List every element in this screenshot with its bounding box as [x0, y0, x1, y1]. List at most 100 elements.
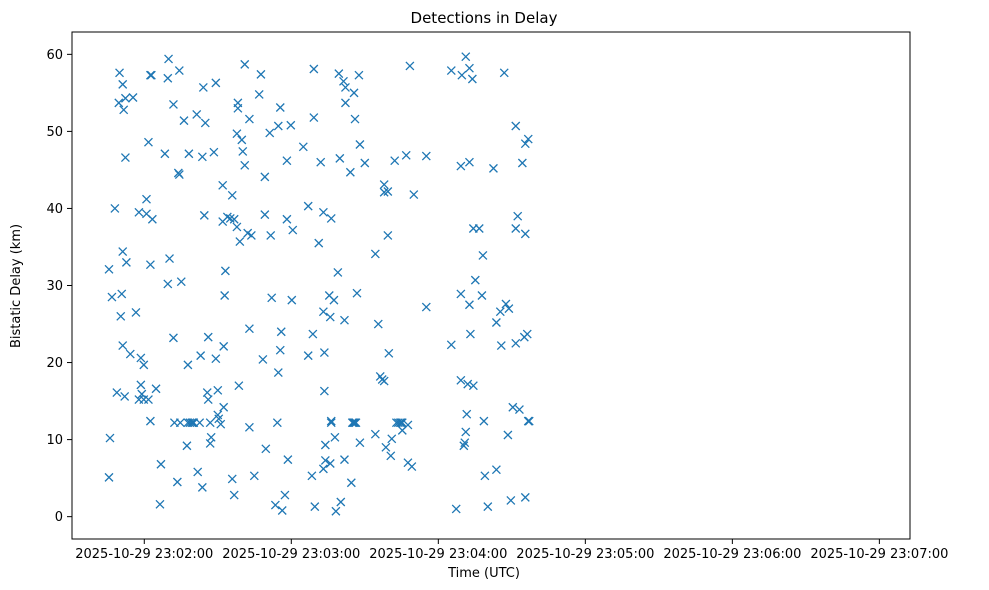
data-point: [128, 93, 138, 102]
data-point: [346, 478, 356, 488]
data-point: [508, 402, 518, 412]
data-point: [203, 395, 213, 404]
data-point: [349, 88, 359, 98]
data-point: [491, 465, 501, 475]
data-point: [256, 69, 266, 79]
data-point: [277, 506, 287, 515]
y-tick-label: 0: [55, 510, 63, 525]
data-point: [187, 418, 197, 428]
data-point: [249, 471, 259, 481]
data-point: [183, 360, 193, 370]
data-point: [520, 492, 530, 502]
data-point: [199, 210, 209, 220]
data-point: [303, 351, 313, 361]
y-tick-label: 20: [46, 356, 63, 371]
data-point: [334, 69, 344, 79]
data-point: [273, 121, 283, 131]
data-point: [240, 160, 250, 170]
data-point: [333, 267, 343, 277]
data-point: [331, 506, 341, 516]
data-point: [206, 432, 216, 442]
data-point: [464, 300, 474, 310]
data-point: [168, 99, 178, 109]
data-point: [164, 54, 174, 64]
data-point: [379, 180, 389, 190]
data-point: [270, 500, 280, 510]
data-point: [326, 418, 336, 428]
data-point: [495, 307, 505, 317]
data-point: [474, 224, 484, 233]
x-tick-label: 2025-10-29 23:06:00: [663, 547, 801, 562]
data-point: [237, 135, 247, 145]
data-point: [339, 76, 348, 86]
data-point: [330, 432, 340, 442]
data-point: [260, 172, 270, 182]
data-point: [145, 416, 155, 426]
data-point: [461, 52, 471, 62]
data-point: [174, 66, 184, 75]
data-point: [203, 332, 213, 342]
data-point: [211, 354, 221, 364]
data-point: [151, 384, 161, 394]
data-point: [232, 222, 242, 232]
data-point: [325, 312, 335, 322]
data-point: [456, 161, 466, 171]
data-point: [340, 315, 349, 325]
data-point: [407, 462, 417, 472]
data-point: [461, 427, 471, 437]
data-point: [421, 302, 431, 312]
data-point: [118, 247, 128, 257]
data-point: [246, 230, 256, 240]
data-point: [232, 129, 242, 139]
data-point: [456, 289, 466, 299]
data-point: [340, 83, 350, 92]
data-point: [379, 376, 389, 386]
x-axis-label: Time (UTC): [447, 566, 520, 581]
data-point: [477, 291, 487, 300]
data-point: [483, 502, 493, 512]
data-point: [280, 490, 290, 500]
data-point: [233, 98, 243, 108]
data-point: [234, 381, 244, 391]
data-point: [514, 405, 524, 415]
data-point: [503, 430, 513, 440]
data-point: [240, 59, 250, 69]
data-point: [147, 214, 157, 224]
data-point: [355, 140, 365, 149]
y-tick-label: 10: [46, 433, 63, 448]
x-axis-ticks: 2025-10-29 23:02:00 2025-10-29 23:03:00 20…: [75, 539, 948, 562]
data-point: [397, 418, 407, 428]
data-point: [192, 109, 202, 119]
data-point: [513, 211, 523, 221]
data-point: [182, 441, 192, 451]
data-point: [517, 158, 527, 168]
data-point: [373, 319, 383, 329]
data-point: [479, 416, 489, 426]
data-point: [145, 70, 155, 80]
data-point: [117, 289, 127, 299]
data-point: [421, 151, 431, 161]
data-point: [351, 418, 361, 428]
data-point: [163, 279, 173, 289]
data-point: [118, 79, 128, 89]
data-point: [491, 318, 501, 327]
data-point: [383, 230, 393, 240]
data-point: [350, 418, 360, 428]
data-point: [464, 63, 474, 73]
data-point: [172, 477, 182, 487]
data-point: [314, 238, 324, 248]
data-point: [319, 348, 329, 357]
data-point: [506, 496, 516, 505]
data-point: [390, 156, 400, 166]
data-point: [200, 118, 210, 128]
data-point: [115, 68, 124, 78]
data-point: [316, 157, 326, 167]
data-point: [235, 237, 245, 247]
x-tick-label: 2025-10-29 23:03:00: [222, 547, 360, 562]
data-point: [229, 490, 239, 500]
data-point: [310, 502, 320, 512]
data-point: [520, 229, 530, 239]
y-axis-label: Bistatic Delay (km): [9, 224, 24, 348]
data-point: [114, 98, 124, 108]
y-tick-label: 30: [46, 279, 63, 294]
